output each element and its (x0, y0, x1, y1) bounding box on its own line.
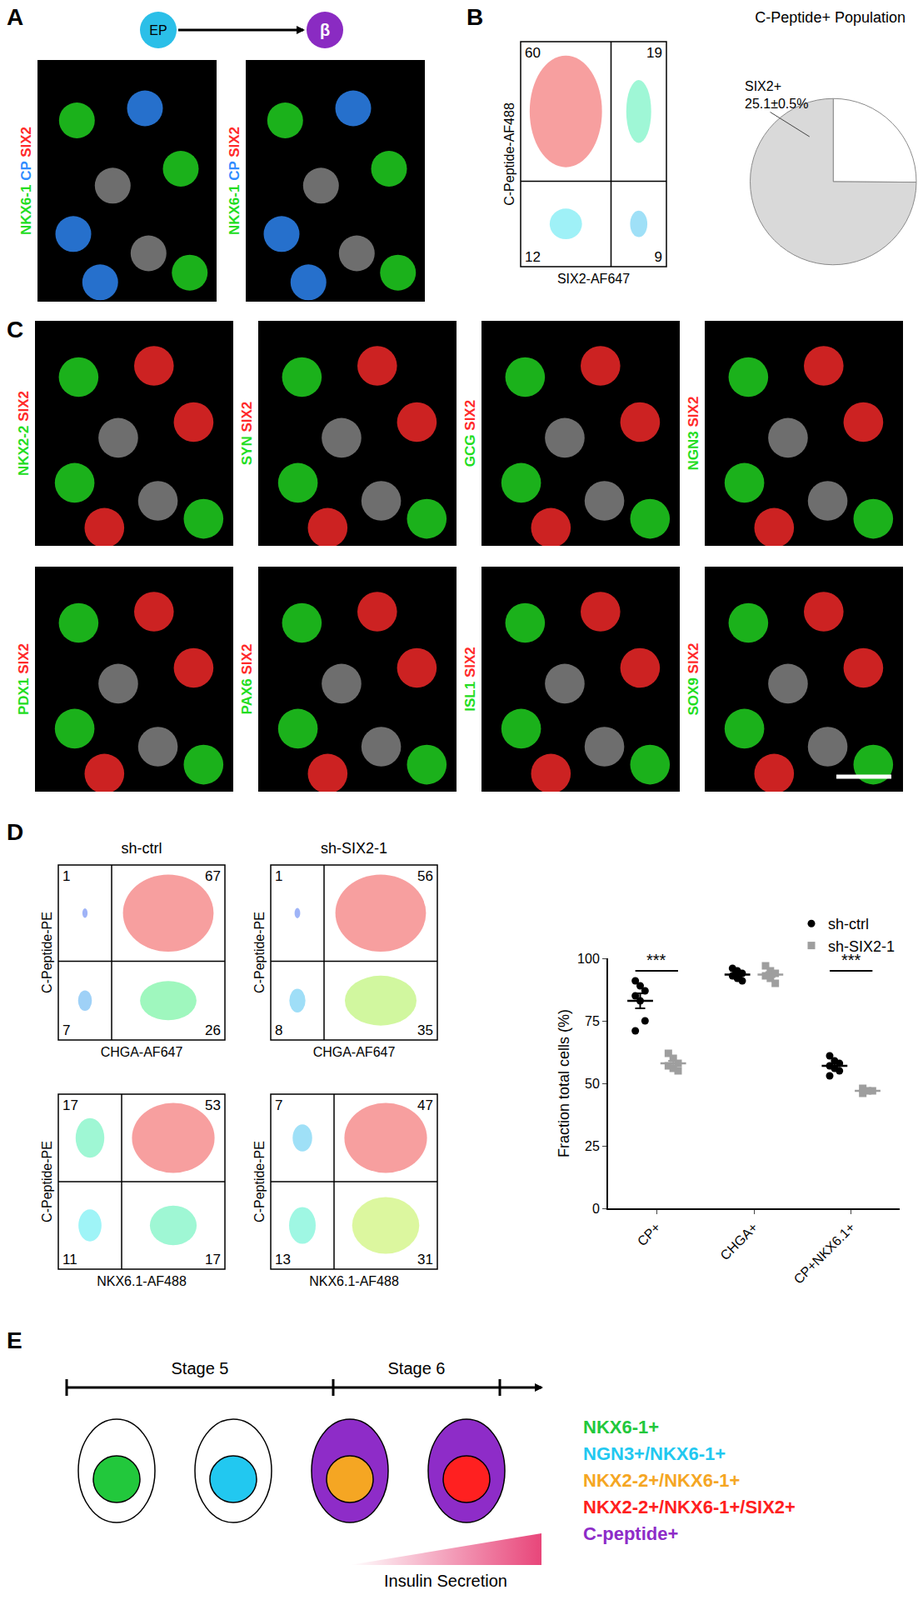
svg-text:C-Peptide+ Population: C-Peptide+ Population (754, 9, 906, 26)
svg-text:11: 11 (62, 1251, 78, 1268)
svg-text:SIX2+25.1±0.5%: SIX2+25.1±0.5% (744, 79, 809, 111)
svg-text:Stage 6: Stage 6 (388, 1358, 446, 1378)
svg-text:35: 35 (417, 1022, 434, 1038)
svg-text:17: 17 (62, 1097, 79, 1113)
svg-text:NKX6.1-AF488: NKX6.1-AF488 (96, 1273, 187, 1288)
svg-text:C-Peptide-PE: C-Peptide-PE (252, 911, 267, 993)
svg-text:C: C (6, 316, 24, 343)
svg-text:C-Peptide-AF488: C-Peptide-AF488 (502, 102, 517, 206)
svg-text:50: 50 (584, 1076, 600, 1091)
svg-text:56: 56 (417, 868, 434, 884)
svg-text:sh-SIX2-1: sh-SIX2-1 (320, 839, 388, 857)
svg-text:SYN SIX2: SYN SIX2 (239, 401, 255, 466)
svg-text:NGN3 SIX2: NGN3 SIX2 (685, 396, 702, 471)
svg-text:PDX1 SIX2: PDX1 SIX2 (15, 643, 32, 715)
svg-text:75: 75 (584, 1013, 600, 1028)
svg-text:CP+: CP+ (634, 1219, 664, 1248)
svg-text:NKX2-2+/NKX6-1+/SIX2+: NKX2-2+/NKX6-1+/SIX2+ (583, 1496, 796, 1517)
svg-text:53: 53 (204, 1097, 221, 1113)
svg-text:25: 25 (584, 1138, 600, 1153)
svg-text:Insulin Secretion: Insulin Secretion (384, 1571, 508, 1590)
svg-text:NKX6-1+: NKX6-1+ (583, 1416, 659, 1437)
svg-text:60: 60 (524, 44, 541, 61)
svg-text:12: 12 (524, 249, 541, 265)
svg-text:D: D (6, 818, 24, 845)
svg-text:***: *** (841, 950, 862, 969)
svg-text:7: 7 (62, 1022, 70, 1038)
svg-text:C-Peptide-PE: C-Peptide-PE (39, 911, 55, 993)
svg-text:NKX6.1-AF488: NKX6.1-AF488 (309, 1273, 400, 1288)
svg-text:PAX6 SIX2: PAX6 SIX2 (239, 643, 255, 715)
svg-text:NKX2-2 SIX2: NKX2-2 SIX2 (15, 390, 32, 476)
svg-text:0: 0 (592, 1201, 600, 1216)
svg-text:SIX2-AF647: SIX2-AF647 (557, 271, 630, 286)
svg-text:NGN3+/NKX6-1+: NGN3+/NKX6-1+ (583, 1442, 726, 1464)
svg-text:100: 100 (577, 951, 600, 966)
svg-text:β: β (319, 20, 330, 40)
svg-text:19: 19 (646, 44, 663, 61)
svg-text:67: 67 (204, 868, 221, 884)
svg-text:1: 1 (62, 868, 70, 884)
svg-text:CP+NKX6.1+: CP+NKX6.1+ (791, 1219, 859, 1287)
svg-text:A: A (6, 4, 24, 30)
svg-text:26: 26 (204, 1022, 221, 1038)
svg-text:NKX2-2+/NKX6-1+: NKX2-2+/NKX6-1+ (583, 1469, 740, 1491)
svg-text:SOX9 SIX2: SOX9 SIX2 (685, 643, 702, 716)
svg-text:Stage 5: Stage 5 (171, 1358, 230, 1378)
svg-text:ISL1 SIX2: ISL1 SIX2 (462, 646, 479, 712)
svg-text:CHGA-AF647: CHGA-AF647 (100, 1044, 184, 1059)
svg-text:Fraction total cells (%): Fraction total cells (%) (555, 1008, 573, 1158)
svg-text:EP: EP (149, 23, 167, 38)
svg-text:9: 9 (654, 249, 663, 265)
svg-text:C-Peptide-PE: C-Peptide-PE (39, 1140, 55, 1223)
svg-text:1: 1 (274, 868, 283, 884)
svg-text:B: B (466, 4, 484, 30)
svg-text:17: 17 (204, 1251, 221, 1268)
svg-text:7: 7 (274, 1097, 283, 1113)
svg-text:NKX6-1 CP SIX2: NKX6-1 CP SIX2 (18, 126, 35, 235)
svg-text:31: 31 (417, 1251, 434, 1268)
svg-text:CHGA+: CHGA+ (717, 1219, 760, 1263)
svg-text:8: 8 (274, 1022, 283, 1038)
svg-text:47: 47 (417, 1097, 434, 1113)
svg-text:NKX6-1 CP SIX2: NKX6-1 CP SIX2 (226, 126, 243, 235)
svg-text:GCG SIX2: GCG SIX2 (462, 399, 479, 467)
svg-text:E: E (6, 1327, 23, 1353)
svg-text:13: 13 (274, 1251, 291, 1268)
svg-text:sh-SIX2-1: sh-SIX2-1 (828, 937, 895, 955)
svg-text:CHGA-AF647: CHGA-AF647 (313, 1044, 396, 1059)
svg-text:***: *** (646, 950, 667, 969)
svg-text:C-Peptide-PE: C-Peptide-PE (252, 1140, 267, 1223)
svg-text:C-peptide+: C-peptide+ (583, 1522, 679, 1544)
svg-text:sh-ctrl: sh-ctrl (121, 839, 163, 857)
svg-text:sh-ctrl: sh-ctrl (828, 915, 869, 933)
